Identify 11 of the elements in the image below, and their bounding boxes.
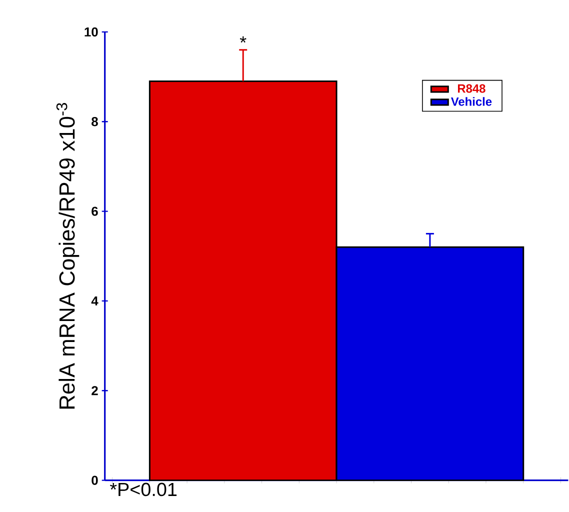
- annotation: *: [240, 36, 246, 43]
- legend-label: Vehicle: [450, 96, 492, 106]
- y-tick-label: 8: [92, 116, 98, 126]
- y-tick-label: 10: [84, 27, 98, 36]
- y-tick-label: 0: [92, 476, 98, 485]
- y-axis-title: RelA mRNA Copies/RP49 x10$^{-3}$: [56, 102, 80, 408]
- y-tick-label: 6: [92, 206, 98, 216]
- text: *P<0.01: [110, 482, 177, 496]
- legend-label: R848: [458, 84, 486, 93]
- y-tick-label: 4: [91, 296, 98, 306]
- y-tick-label: 2: [92, 386, 98, 396]
